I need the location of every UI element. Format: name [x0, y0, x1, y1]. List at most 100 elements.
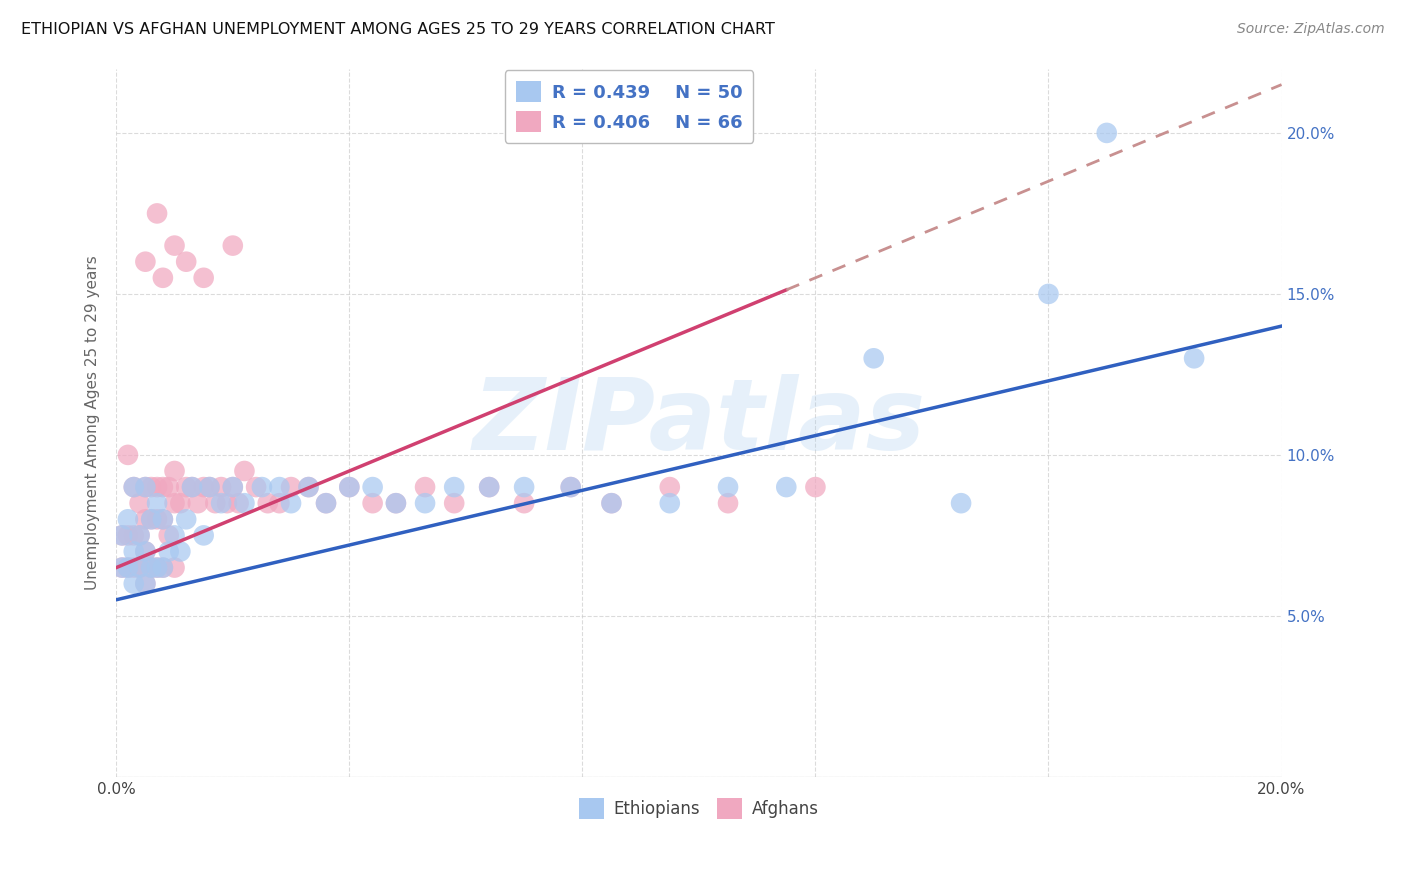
Point: [128, 528, 150, 542]
Point: [297, 480, 319, 494]
Point: [717, 480, 740, 494]
Text: ETHIOPIAN VS AFGHAN UNEMPLOYMENT AMONG AGES 25 TO 29 YEARS CORRELATION CHART: ETHIOPIAN VS AFGHAN UNEMPLOYMENT AMONG A…: [21, 22, 775, 37]
Point: [152, 270, 174, 285]
Text: ZIPatlas: ZIPatlas: [472, 374, 925, 471]
Point: [111, 560, 134, 574]
Point: [413, 496, 436, 510]
Point: [269, 496, 291, 510]
Point: [187, 496, 209, 510]
Point: [152, 560, 174, 574]
Point: [146, 560, 169, 574]
Point: [198, 480, 221, 494]
Point: [233, 464, 256, 478]
Point: [250, 480, 273, 494]
Point: [111, 528, 134, 542]
Point: [1038, 286, 1060, 301]
Point: [717, 496, 740, 510]
Point: [174, 512, 197, 526]
Point: [111, 560, 134, 574]
Point: [128, 560, 150, 574]
Point: [385, 496, 408, 510]
Point: [600, 496, 623, 510]
Point: [478, 480, 501, 494]
Point: [117, 448, 139, 462]
Point: [117, 560, 139, 574]
Point: [222, 238, 245, 252]
Point: [152, 560, 174, 574]
Point: [862, 351, 884, 366]
Point: [209, 496, 232, 510]
Point: [163, 560, 186, 574]
Point: [174, 480, 197, 494]
Point: [193, 270, 215, 285]
Point: [146, 496, 169, 510]
Point: [560, 480, 582, 494]
Point: [658, 496, 681, 510]
Point: [122, 528, 145, 542]
Point: [222, 480, 245, 494]
Point: [117, 512, 139, 526]
Point: [443, 480, 465, 494]
Point: [245, 480, 267, 494]
Point: [134, 576, 156, 591]
Point: [141, 480, 163, 494]
Point: [361, 496, 384, 510]
Point: [117, 560, 139, 574]
Point: [228, 496, 250, 510]
Point: [222, 480, 245, 494]
Point: [443, 496, 465, 510]
Point: [157, 544, 180, 558]
Point: [128, 528, 150, 542]
Point: [128, 560, 150, 574]
Point: [117, 528, 139, 542]
Point: [198, 480, 221, 494]
Point: [141, 560, 163, 574]
Point: [478, 480, 501, 494]
Point: [111, 528, 134, 542]
Point: [134, 480, 156, 494]
Point: [233, 496, 256, 510]
Point: [152, 512, 174, 526]
Point: [141, 512, 163, 526]
Point: [134, 480, 156, 494]
Point: [134, 544, 156, 558]
Point: [146, 512, 169, 526]
Point: [1182, 351, 1205, 366]
Point: [337, 480, 360, 494]
Point: [1095, 126, 1118, 140]
Point: [513, 496, 536, 510]
Point: [315, 496, 337, 510]
Point: [361, 480, 384, 494]
Point: [122, 544, 145, 558]
Point: [658, 480, 681, 494]
Point: [315, 496, 337, 510]
Point: [146, 206, 169, 220]
Point: [146, 480, 169, 494]
Point: [163, 238, 186, 252]
Point: [122, 576, 145, 591]
Point: [157, 480, 180, 494]
Point: [157, 528, 180, 542]
Point: [193, 528, 215, 542]
Point: [413, 480, 436, 494]
Y-axis label: Unemployment Among Ages 25 to 29 years: Unemployment Among Ages 25 to 29 years: [86, 255, 100, 591]
Point: [169, 544, 191, 558]
Point: [600, 496, 623, 510]
Point: [122, 480, 145, 494]
Point: [152, 512, 174, 526]
Point: [950, 496, 973, 510]
Point: [280, 496, 302, 510]
Point: [337, 480, 360, 494]
Point: [134, 512, 156, 526]
Point: [209, 480, 232, 494]
Point: [280, 480, 302, 494]
Point: [193, 480, 215, 494]
Point: [122, 560, 145, 574]
Point: [204, 496, 226, 510]
Point: [513, 480, 536, 494]
Point: [804, 480, 827, 494]
Text: Source: ZipAtlas.com: Source: ZipAtlas.com: [1237, 22, 1385, 37]
Point: [152, 480, 174, 494]
Point: [269, 480, 291, 494]
Point: [174, 254, 197, 268]
